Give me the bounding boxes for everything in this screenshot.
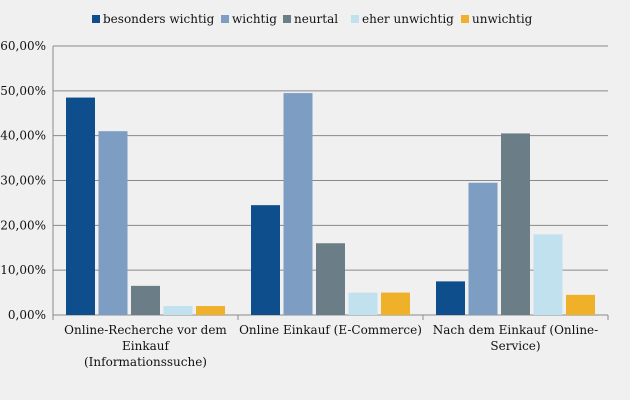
y-tick-label: 40,00% [0,129,46,143]
bar [381,292,410,315]
legend-label: wichtig [232,12,277,26]
x-category-label: Online Einkauf (E-Commerce) [239,323,422,337]
bar [436,281,465,315]
bar [283,93,313,315]
axis-layer: 0,00% 10,00% 20,00% 30,00% 40,00% 50,00% 60,00… [0,39,609,369]
bar [98,131,128,315]
bar [316,243,345,315]
y-tick-label: 30,00% [0,174,46,188]
bar [163,306,193,315]
legend-label: neurtal [294,12,338,26]
y-tick-label: 20,00% [0,218,46,232]
bar [501,133,530,315]
y-tick-label: 60,00% [0,39,46,53]
legend: besonders wichtig wichtig neurtal eher unwi… [92,12,533,26]
legend-swatch [92,15,100,23]
bar [348,292,378,315]
legend-swatch [221,15,229,23]
bar-layer [66,93,595,315]
y-tick-label: 0,00% [8,308,46,322]
x-category-label: Nach dem Einkauf (Online-Service) [433,323,598,353]
legend-swatch [461,15,469,23]
bar [66,97,95,315]
bar [251,205,280,315]
bar [131,285,160,315]
y-tick-label: 50,00% [0,84,46,98]
bar [566,294,595,315]
bar [533,234,563,315]
bar [196,306,225,315]
y-tick-label: 10,00% [0,263,46,277]
bar [468,182,498,315]
legend-swatch [283,15,291,23]
x-category-label: Online-Recherche vor dem Einkauf (Informat… [64,323,227,369]
legend-label: besonders wichtig [103,12,215,26]
legend-label: eher unwichtig [362,12,454,26]
legend-swatch [351,15,359,23]
legend-label: unwichtig [472,12,533,26]
grid-layer [53,45,608,316]
